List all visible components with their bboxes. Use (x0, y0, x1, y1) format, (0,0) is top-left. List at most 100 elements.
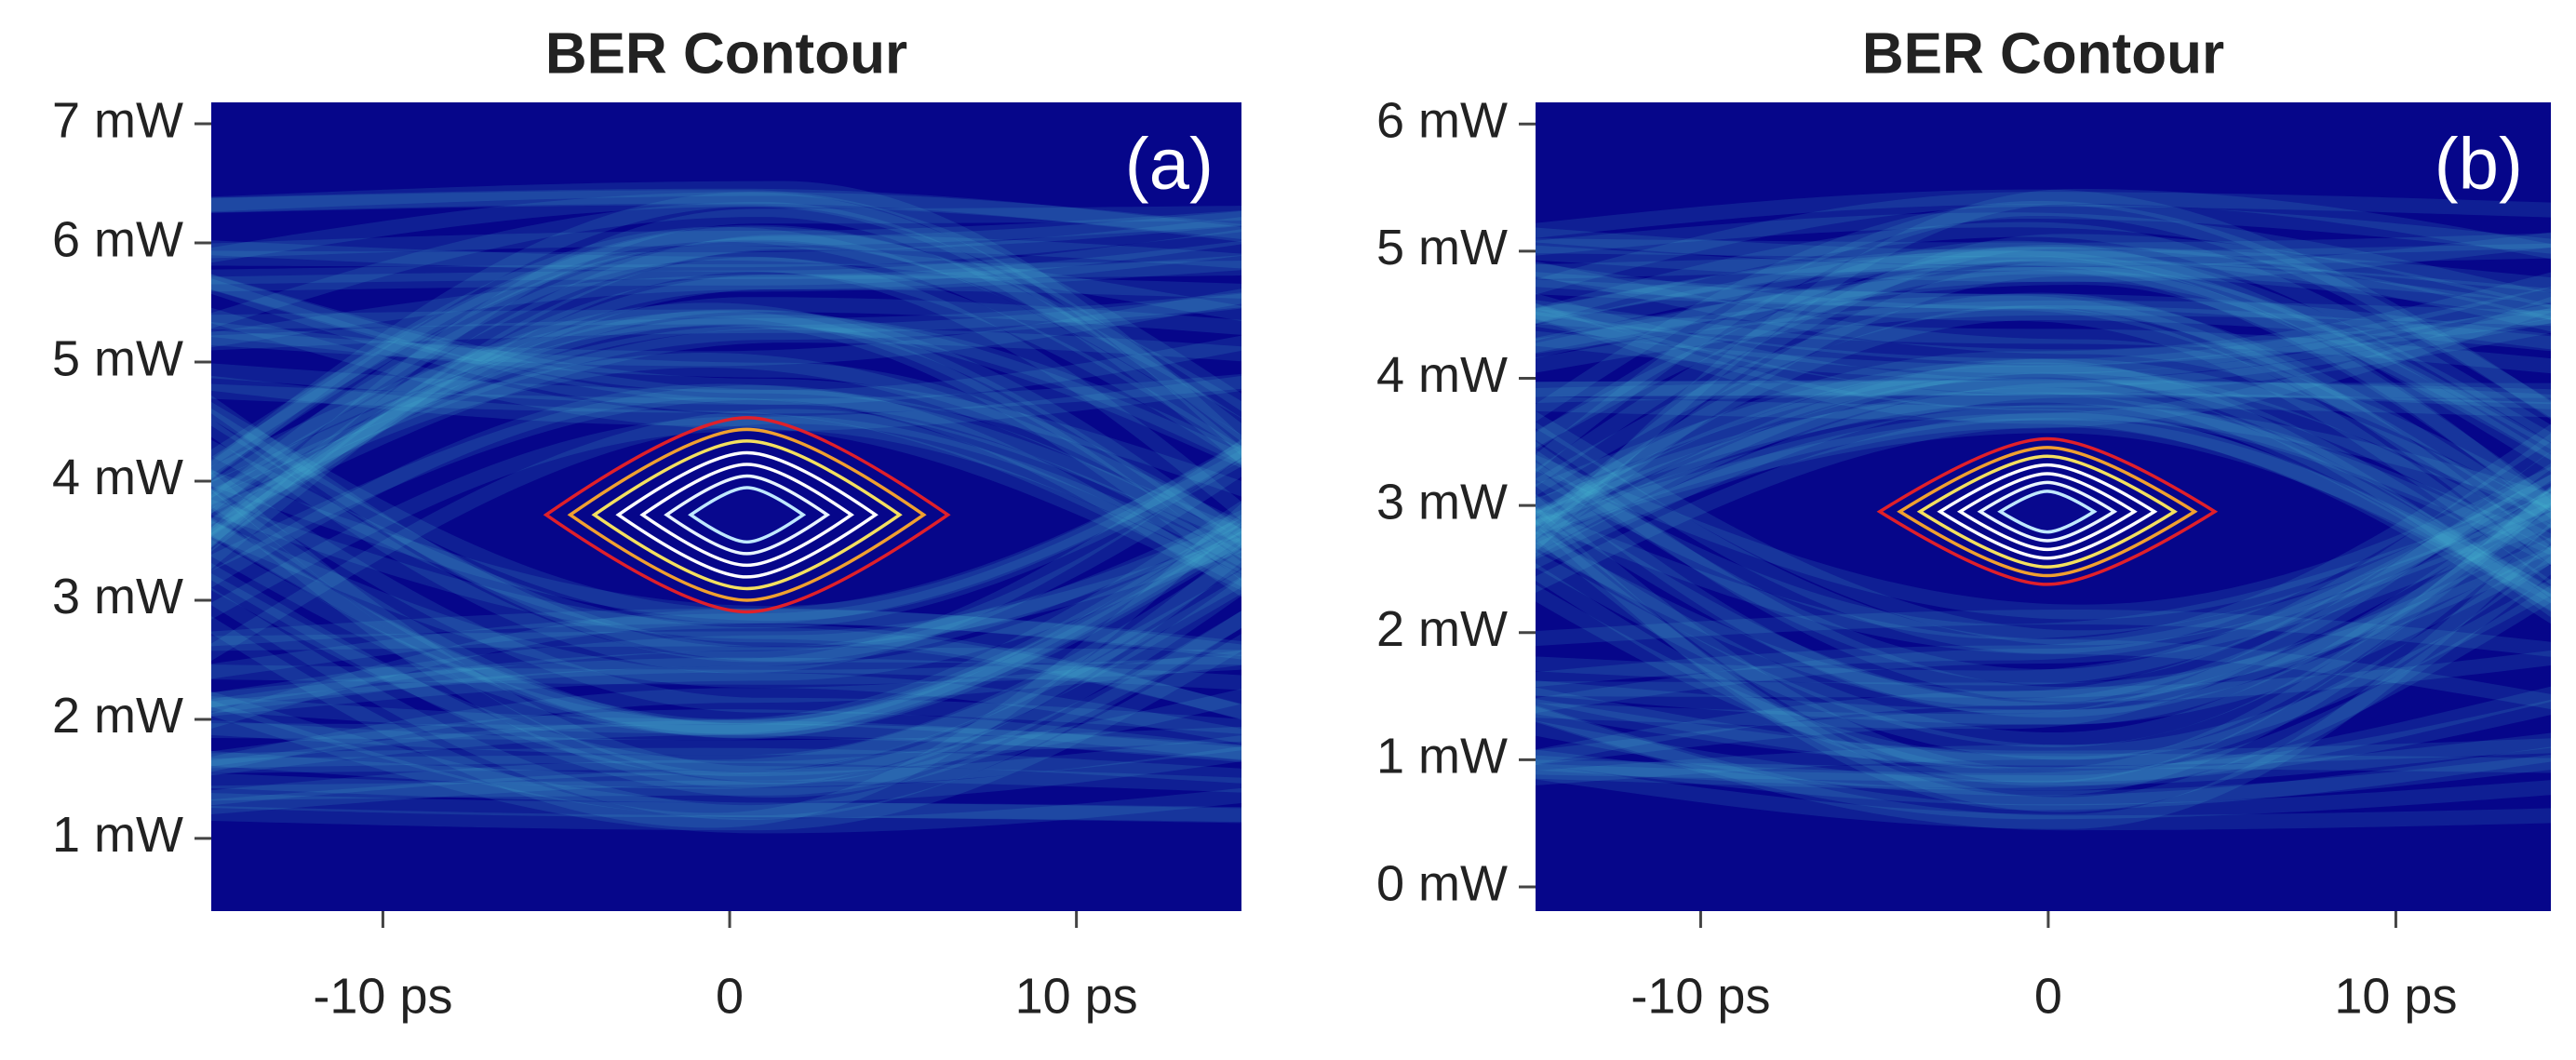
eye-trace (211, 245, 1241, 515)
ber-contour (1937, 463, 2158, 560)
eye-traces (1536, 189, 2551, 831)
eye-trace (1536, 422, 2551, 654)
eye-trace (1536, 272, 2551, 529)
y-tick-label: 1 mW (52, 807, 183, 863)
ber-contour (1956, 472, 2138, 552)
eye-trace (211, 468, 1241, 734)
eye-trace (211, 691, 1241, 823)
ber-contour (543, 416, 951, 614)
eye-trace (1536, 699, 2551, 783)
eye-trace (211, 517, 1241, 734)
eye-trace (211, 700, 1241, 834)
ber-contour (664, 474, 831, 556)
eye-trace (1536, 317, 2551, 397)
eye-trace (1536, 244, 2551, 488)
ber-contour (1897, 446, 2198, 578)
eye-trace (211, 352, 1241, 538)
eye-trace (1536, 270, 2551, 519)
eye-trace (211, 418, 1241, 674)
eye-trace (1536, 504, 2551, 811)
eye-trace (211, 654, 1241, 685)
eye-trace (211, 309, 1241, 549)
y-tick-label: 6 mW (52, 211, 183, 267)
eye-trace (1536, 286, 2551, 501)
eye-trace (1536, 189, 2551, 420)
eye-trace (211, 309, 1241, 536)
eye-trace (211, 550, 1241, 773)
eye-trace (1536, 296, 2551, 560)
eye-trace (211, 255, 1241, 552)
eye-trace (1536, 486, 2551, 725)
eye-trace (211, 383, 1241, 588)
x-tick-label: 10 ps (2334, 968, 2457, 1024)
eye-trace (1536, 610, 2551, 657)
panel-label: (b) (2435, 123, 2523, 205)
x-tick-label: 10 ps (1015, 968, 1138, 1024)
eye-trace (211, 500, 1241, 734)
eye-trace (1536, 704, 2551, 820)
y-tick-label: 2 mW (52, 688, 183, 744)
eye-trace (211, 384, 1241, 597)
eye-trace (211, 539, 1241, 762)
eye-trace (1536, 293, 2551, 607)
eye-trace (1536, 302, 2551, 556)
eye-trace (211, 274, 1241, 497)
eye-trace (1536, 189, 2551, 554)
y-tick-label: 4 mW (52, 449, 183, 505)
eye-trace (211, 261, 1241, 285)
eye-trace (211, 503, 1241, 828)
eye-trace (211, 321, 1241, 543)
eye-trace (211, 518, 1241, 760)
eye-trace (211, 489, 1241, 788)
eye-trace (1536, 261, 2551, 512)
y-tick-label: 6 mW (1376, 92, 1508, 148)
eye-trace (1536, 387, 2551, 612)
eye-trace (211, 520, 1241, 745)
eye-trace (1536, 511, 2551, 714)
eye-trace (1536, 227, 2551, 461)
eye-trace (1536, 200, 2551, 474)
x-tick-label: -10 ps (313, 968, 452, 1024)
eye-trace (1536, 279, 2551, 350)
eye-trace (211, 235, 1241, 546)
y-tick-label: 4 mW (1376, 347, 1508, 403)
eye-trace (1536, 454, 2551, 620)
eye-trace (1536, 463, 2551, 639)
eye-trace (1536, 259, 2551, 449)
eye-trace (1536, 308, 2551, 517)
eye-trace (1536, 412, 2551, 624)
eye-trace (211, 509, 1241, 715)
eye-trace (1536, 686, 2551, 788)
chart-title: BER Contour (1862, 21, 2224, 86)
eye-trace (211, 576, 1241, 789)
eye-trace (211, 709, 1241, 767)
eye-trace (1536, 358, 2551, 554)
chart-panel: BER Contour (b) 0 mW 1 mW 2 mW 3 mW 4 mW 5 mW 6 … (1376, 21, 2551, 1024)
eye-trace (1536, 240, 2551, 473)
y-tick-label: 1 mW (1376, 729, 1508, 785)
eye-trace (211, 206, 1241, 548)
x-tick-label: 0 (2034, 968, 2062, 1024)
eye-trace (1536, 486, 2551, 784)
eye-trace (1536, 441, 2551, 703)
eye-trace (1536, 311, 2551, 618)
eye-trace (211, 650, 1241, 772)
eye-trace (211, 543, 1241, 815)
eye-trace (211, 577, 1241, 801)
eye-trace (211, 278, 1241, 414)
eye-trace (211, 224, 1241, 467)
y-tick-label: 7 mW (52, 92, 183, 148)
eye-trace (1536, 396, 2551, 509)
eye-trace (1536, 545, 2551, 698)
eye-trace (211, 297, 1241, 537)
eye-trace (1536, 303, 2551, 611)
ber-contour (1916, 454, 2178, 569)
eye-trace (1536, 272, 2551, 365)
y-tick-label: 3 mW (1376, 474, 1508, 530)
eye-trace (211, 609, 1241, 730)
eye-trace (211, 293, 1241, 505)
eye-trace (1536, 749, 2551, 806)
ber-contour (567, 427, 927, 602)
eye-trace (1536, 520, 2551, 812)
